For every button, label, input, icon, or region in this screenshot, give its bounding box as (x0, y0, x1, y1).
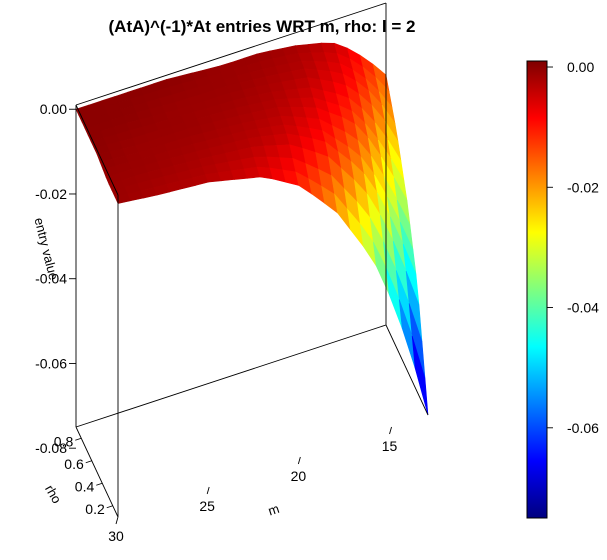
z-tick-label: -0.08 (35, 440, 67, 456)
m-axis-label: m (266, 501, 281, 519)
box-edge (75, 324, 387, 428)
surface-mesh (75, 42, 429, 416)
rho-tick-label: 0.8 (54, 433, 74, 449)
rho-tick-label: 0.4 (75, 478, 95, 494)
surface-facet (411, 335, 429, 416)
axis-ticks: 0.00 -0.02 -0.04 -0.06 -0.08 0.2 0.4 0.6 0.8 30 25… (35, 101, 397, 544)
axis-box (75, 2, 429, 518)
colorbar-tick-label: 0.00 (567, 59, 594, 75)
box-edge (75, 426, 119, 518)
rho-tick-mark (96, 482, 103, 486)
m-tick-mark (206, 486, 210, 495)
colorbar-ticks: 0.00 -0.02 -0.04 -0.06 (547, 59, 599, 436)
rho-tick-label: 0.6 (64, 456, 84, 472)
rho-tick-label: 0.2 (85, 501, 105, 517)
z-tick-label: -0.06 (35, 355, 67, 371)
chart-title: (AtA)^(-1)*At entries WRT m, rho: l = 2 (109, 17, 416, 36)
colorbar-tick-label: -0.06 (567, 420, 599, 436)
m-tick-label: 30 (108, 528, 124, 544)
box-edge (75, 104, 119, 196)
m-tick-label: 15 (382, 438, 398, 454)
colorbar (526, 60, 548, 519)
rho-tick-mark (106, 505, 113, 509)
box-edge (75, 2, 387, 106)
m-tick-mark (389, 426, 392, 435)
m-tick-label: 20 (291, 468, 307, 484)
rho-tick-mark (75, 437, 82, 441)
m-tick-mark (297, 456, 301, 465)
rho-tick-mark (85, 460, 92, 464)
z-tick-label: -0.04 (35, 271, 67, 287)
z-tick-label: -0.02 (35, 186, 67, 202)
m-tick-mark (115, 516, 119, 525)
rho-axis-label: rho (42, 482, 64, 506)
box-edge (385, 324, 429, 416)
colorbar-tick-label: -0.02 (567, 179, 599, 195)
m-tick-label: 25 (199, 498, 215, 514)
z-tick-label: 0.00 (40, 101, 67, 117)
colorbar-tick-label: -0.04 (567, 300, 599, 316)
